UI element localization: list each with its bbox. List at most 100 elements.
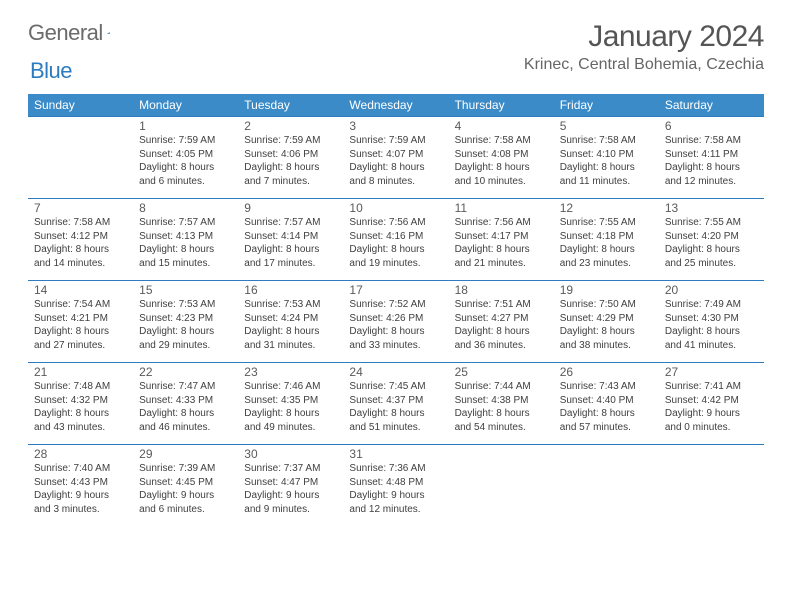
calendar-row: 28Sunrise: 7:40 AMSunset: 4:43 PMDayligh… <box>28 445 764 527</box>
day-info: Sunrise: 7:53 AMSunset: 4:23 PMDaylight:… <box>139 298 232 352</box>
day-number: 11 <box>455 201 548 215</box>
day-cell: 15Sunrise: 7:53 AMSunset: 4:23 PMDayligh… <box>133 281 238 363</box>
day-number: 24 <box>349 365 442 379</box>
day-number: 31 <box>349 447 442 461</box>
day-number: 21 <box>34 365 127 379</box>
day-number: 17 <box>349 283 442 297</box>
day-info: Sunrise: 7:59 AMSunset: 4:05 PMDaylight:… <box>139 134 232 188</box>
day-cell: 3Sunrise: 7:59 AMSunset: 4:07 PMDaylight… <box>343 117 448 199</box>
day-number: 20 <box>665 283 758 297</box>
day-info: Sunrise: 7:46 AMSunset: 4:35 PMDaylight:… <box>244 380 337 434</box>
day-number: 22 <box>139 365 232 379</box>
day-cell: 19Sunrise: 7:50 AMSunset: 4:29 PMDayligh… <box>554 281 659 363</box>
day-info: Sunrise: 7:55 AMSunset: 4:20 PMDaylight:… <box>665 216 758 270</box>
day-info: Sunrise: 7:47 AMSunset: 4:33 PMDaylight:… <box>139 380 232 434</box>
day-number: 5 <box>560 119 653 133</box>
day-info: Sunrise: 7:48 AMSunset: 4:32 PMDaylight:… <box>34 380 127 434</box>
day-cell: 7Sunrise: 7:58 AMSunset: 4:12 PMDaylight… <box>28 199 133 281</box>
day-info: Sunrise: 7:58 AMSunset: 4:08 PMDaylight:… <box>455 134 548 188</box>
weekday-header: Saturday <box>659 94 764 117</box>
day-cell: 26Sunrise: 7:43 AMSunset: 4:40 PMDayligh… <box>554 363 659 445</box>
day-cell: 18Sunrise: 7:51 AMSunset: 4:27 PMDayligh… <box>449 281 554 363</box>
day-cell: 29Sunrise: 7:39 AMSunset: 4:45 PMDayligh… <box>133 445 238 527</box>
day-info: Sunrise: 7:52 AMSunset: 4:26 PMDaylight:… <box>349 298 442 352</box>
weekday-header: Thursday <box>449 94 554 117</box>
day-cell: 16Sunrise: 7:53 AMSunset: 4:24 PMDayligh… <box>238 281 343 363</box>
day-number: 12 <box>560 201 653 215</box>
day-cell: 5Sunrise: 7:58 AMSunset: 4:10 PMDaylight… <box>554 117 659 199</box>
calendar-row: 7Sunrise: 7:58 AMSunset: 4:12 PMDaylight… <box>28 199 764 281</box>
location: Krinec, Central Bohemia, Czechia <box>524 56 764 74</box>
calendar-body: 1Sunrise: 7:59 AMSunset: 4:05 PMDaylight… <box>28 117 764 527</box>
day-info: Sunrise: 7:59 AMSunset: 4:07 PMDaylight:… <box>349 134 442 188</box>
day-info: Sunrise: 7:36 AMSunset: 4:48 PMDaylight:… <box>349 462 442 516</box>
day-cell: 2Sunrise: 7:59 AMSunset: 4:06 PMDaylight… <box>238 117 343 199</box>
day-cell: 10Sunrise: 7:56 AMSunset: 4:16 PMDayligh… <box>343 199 448 281</box>
day-cell: 9Sunrise: 7:57 AMSunset: 4:14 PMDaylight… <box>238 199 343 281</box>
day-info: Sunrise: 7:59 AMSunset: 4:06 PMDaylight:… <box>244 134 337 188</box>
day-cell: 14Sunrise: 7:54 AMSunset: 4:21 PMDayligh… <box>28 281 133 363</box>
day-info: Sunrise: 7:39 AMSunset: 4:45 PMDaylight:… <box>139 462 232 516</box>
calendar-row: 21Sunrise: 7:48 AMSunset: 4:32 PMDayligh… <box>28 363 764 445</box>
day-number: 6 <box>665 119 758 133</box>
day-info: Sunrise: 7:37 AMSunset: 4:47 PMDaylight:… <box>244 462 337 516</box>
day-cell: 24Sunrise: 7:45 AMSunset: 4:37 PMDayligh… <box>343 363 448 445</box>
day-cell: 22Sunrise: 7:47 AMSunset: 4:33 PMDayligh… <box>133 363 238 445</box>
weekday-header: Wednesday <box>343 94 448 117</box>
brand-part2: Blue <box>30 58 72 84</box>
day-number: 7 <box>34 201 127 215</box>
day-info: Sunrise: 7:57 AMSunset: 4:13 PMDaylight:… <box>139 216 232 270</box>
day-cell: 13Sunrise: 7:55 AMSunset: 4:20 PMDayligh… <box>659 199 764 281</box>
day-info: Sunrise: 7:50 AMSunset: 4:29 PMDaylight:… <box>560 298 653 352</box>
day-info: Sunrise: 7:55 AMSunset: 4:18 PMDaylight:… <box>560 216 653 270</box>
day-cell: 4Sunrise: 7:58 AMSunset: 4:08 PMDaylight… <box>449 117 554 199</box>
day-number: 23 <box>244 365 337 379</box>
day-number: 14 <box>34 283 127 297</box>
day-number: 29 <box>139 447 232 461</box>
day-cell: 20Sunrise: 7:49 AMSunset: 4:30 PMDayligh… <box>659 281 764 363</box>
day-cell: 17Sunrise: 7:52 AMSunset: 4:26 PMDayligh… <box>343 281 448 363</box>
calendar-row: 14Sunrise: 7:54 AMSunset: 4:21 PMDayligh… <box>28 281 764 363</box>
day-number: 1 <box>139 119 232 133</box>
day-number: 2 <box>244 119 337 133</box>
day-cell: 30Sunrise: 7:37 AMSunset: 4:47 PMDayligh… <box>238 445 343 527</box>
day-cell: 1Sunrise: 7:59 AMSunset: 4:05 PMDaylight… <box>133 117 238 199</box>
day-cell: 8Sunrise: 7:57 AMSunset: 4:13 PMDaylight… <box>133 199 238 281</box>
day-number: 8 <box>139 201 232 215</box>
day-number: 25 <box>455 365 548 379</box>
day-number: 10 <box>349 201 442 215</box>
day-info: Sunrise: 7:44 AMSunset: 4:38 PMDaylight:… <box>455 380 548 434</box>
day-info: Sunrise: 7:54 AMSunset: 4:21 PMDaylight:… <box>34 298 127 352</box>
calendar-table: SundayMondayTuesdayWednesdayThursdayFrid… <box>28 94 764 527</box>
day-number: 15 <box>139 283 232 297</box>
day-number: 9 <box>244 201 337 215</box>
brand-logo: General <box>28 20 127 46</box>
day-number: 30 <box>244 447 337 461</box>
day-number: 18 <box>455 283 548 297</box>
day-number: 27 <box>665 365 758 379</box>
brand-triangle-icon <box>107 25 110 41</box>
day-cell: 31Sunrise: 7:36 AMSunset: 4:48 PMDayligh… <box>343 445 448 527</box>
day-number: 26 <box>560 365 653 379</box>
day-info: Sunrise: 7:58 AMSunset: 4:11 PMDaylight:… <box>665 134 758 188</box>
day-info: Sunrise: 7:43 AMSunset: 4:40 PMDaylight:… <box>560 380 653 434</box>
weekday-header: Tuesday <box>238 94 343 117</box>
day-cell: 21Sunrise: 7:48 AMSunset: 4:32 PMDayligh… <box>28 363 133 445</box>
day-info: Sunrise: 7:56 AMSunset: 4:16 PMDaylight:… <box>349 216 442 270</box>
weekday-header: Monday <box>133 94 238 117</box>
day-info: Sunrise: 7:57 AMSunset: 4:14 PMDaylight:… <box>244 216 337 270</box>
day-cell: 11Sunrise: 7:56 AMSunset: 4:17 PMDayligh… <box>449 199 554 281</box>
day-info: Sunrise: 7:58 AMSunset: 4:10 PMDaylight:… <box>560 134 653 188</box>
title-block: January 2024 Krinec, Central Bohemia, Cz… <box>524 20 764 74</box>
day-cell: 23Sunrise: 7:46 AMSunset: 4:35 PMDayligh… <box>238 363 343 445</box>
day-cell: 28Sunrise: 7:40 AMSunset: 4:43 PMDayligh… <box>28 445 133 527</box>
day-number: 28 <box>34 447 127 461</box>
calendar-row: 1Sunrise: 7:59 AMSunset: 4:05 PMDaylight… <box>28 117 764 199</box>
weekday-header: Sunday <box>28 94 133 117</box>
day-info: Sunrise: 7:49 AMSunset: 4:30 PMDaylight:… <box>665 298 758 352</box>
empty-cell <box>28 117 133 199</box>
day-info: Sunrise: 7:51 AMSunset: 4:27 PMDaylight:… <box>455 298 548 352</box>
day-number: 19 <box>560 283 653 297</box>
day-number: 13 <box>665 201 758 215</box>
day-info: Sunrise: 7:53 AMSunset: 4:24 PMDaylight:… <box>244 298 337 352</box>
